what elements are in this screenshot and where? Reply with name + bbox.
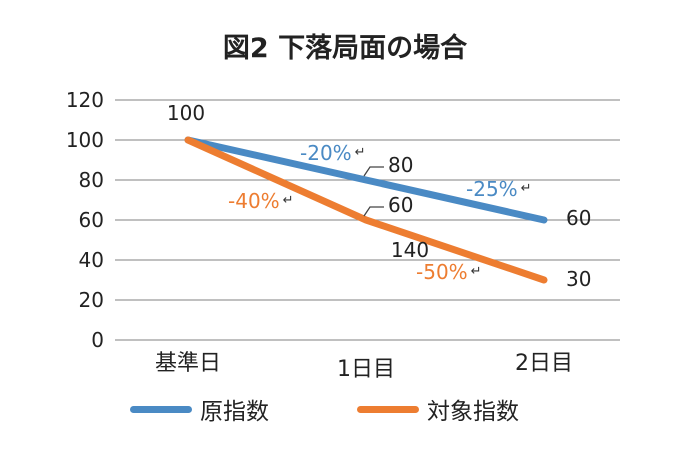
leader-line-60 [363,206,384,217]
data-label-3: 60 [388,193,413,217]
data-label-1: 100 [167,101,205,125]
legend-label-series-2: 対象指数 [427,399,519,425]
return-glyph-3: ↵ [283,193,294,208]
legend-swatch-series-2 [357,405,419,413]
legend-label-series-1: 原指数 [200,399,269,425]
y-tick-label-100: 100 [66,128,104,152]
return-glyph-2: ↵ [521,181,532,196]
percent-annotation-3: -40% [228,189,280,213]
data-label-2: 80 [388,153,413,177]
x-tick-label-1: 基準日 [155,351,221,376]
y-tick-label-80: 80 [79,168,104,192]
y-tick-label-60: 60 [79,208,104,232]
y-tick-label-120: 120 [66,88,104,112]
legend-swatch-series-1 [130,405,192,413]
percent-annotation-4: -50% [416,260,468,284]
data-label-5: 30 [566,267,591,291]
y-tick-label-20: 20 [79,288,104,312]
legend-item-series-2: 対象指数 [357,392,519,426]
x-tick-label-2: 1日目 [337,357,395,382]
data-label-6: 140 [391,238,429,262]
return-glyph-1: ↵ [355,145,366,160]
y-tick-label-0: 0 [91,328,104,352]
return-glyph-4: ↵ [471,264,482,279]
leader-line-80 [363,166,384,177]
y-tick-label-40: 40 [79,248,104,272]
percent-annotation-1: -20% [300,141,352,165]
percent-annotation-2: -25% [466,177,518,201]
data-label-4: 60 [566,206,591,230]
legend-item-series-1: 原指数 [130,392,269,426]
chart-title: 図2 下落局面の場合 [222,33,468,64]
x-tick-label-3: 2日目 [515,351,573,376]
